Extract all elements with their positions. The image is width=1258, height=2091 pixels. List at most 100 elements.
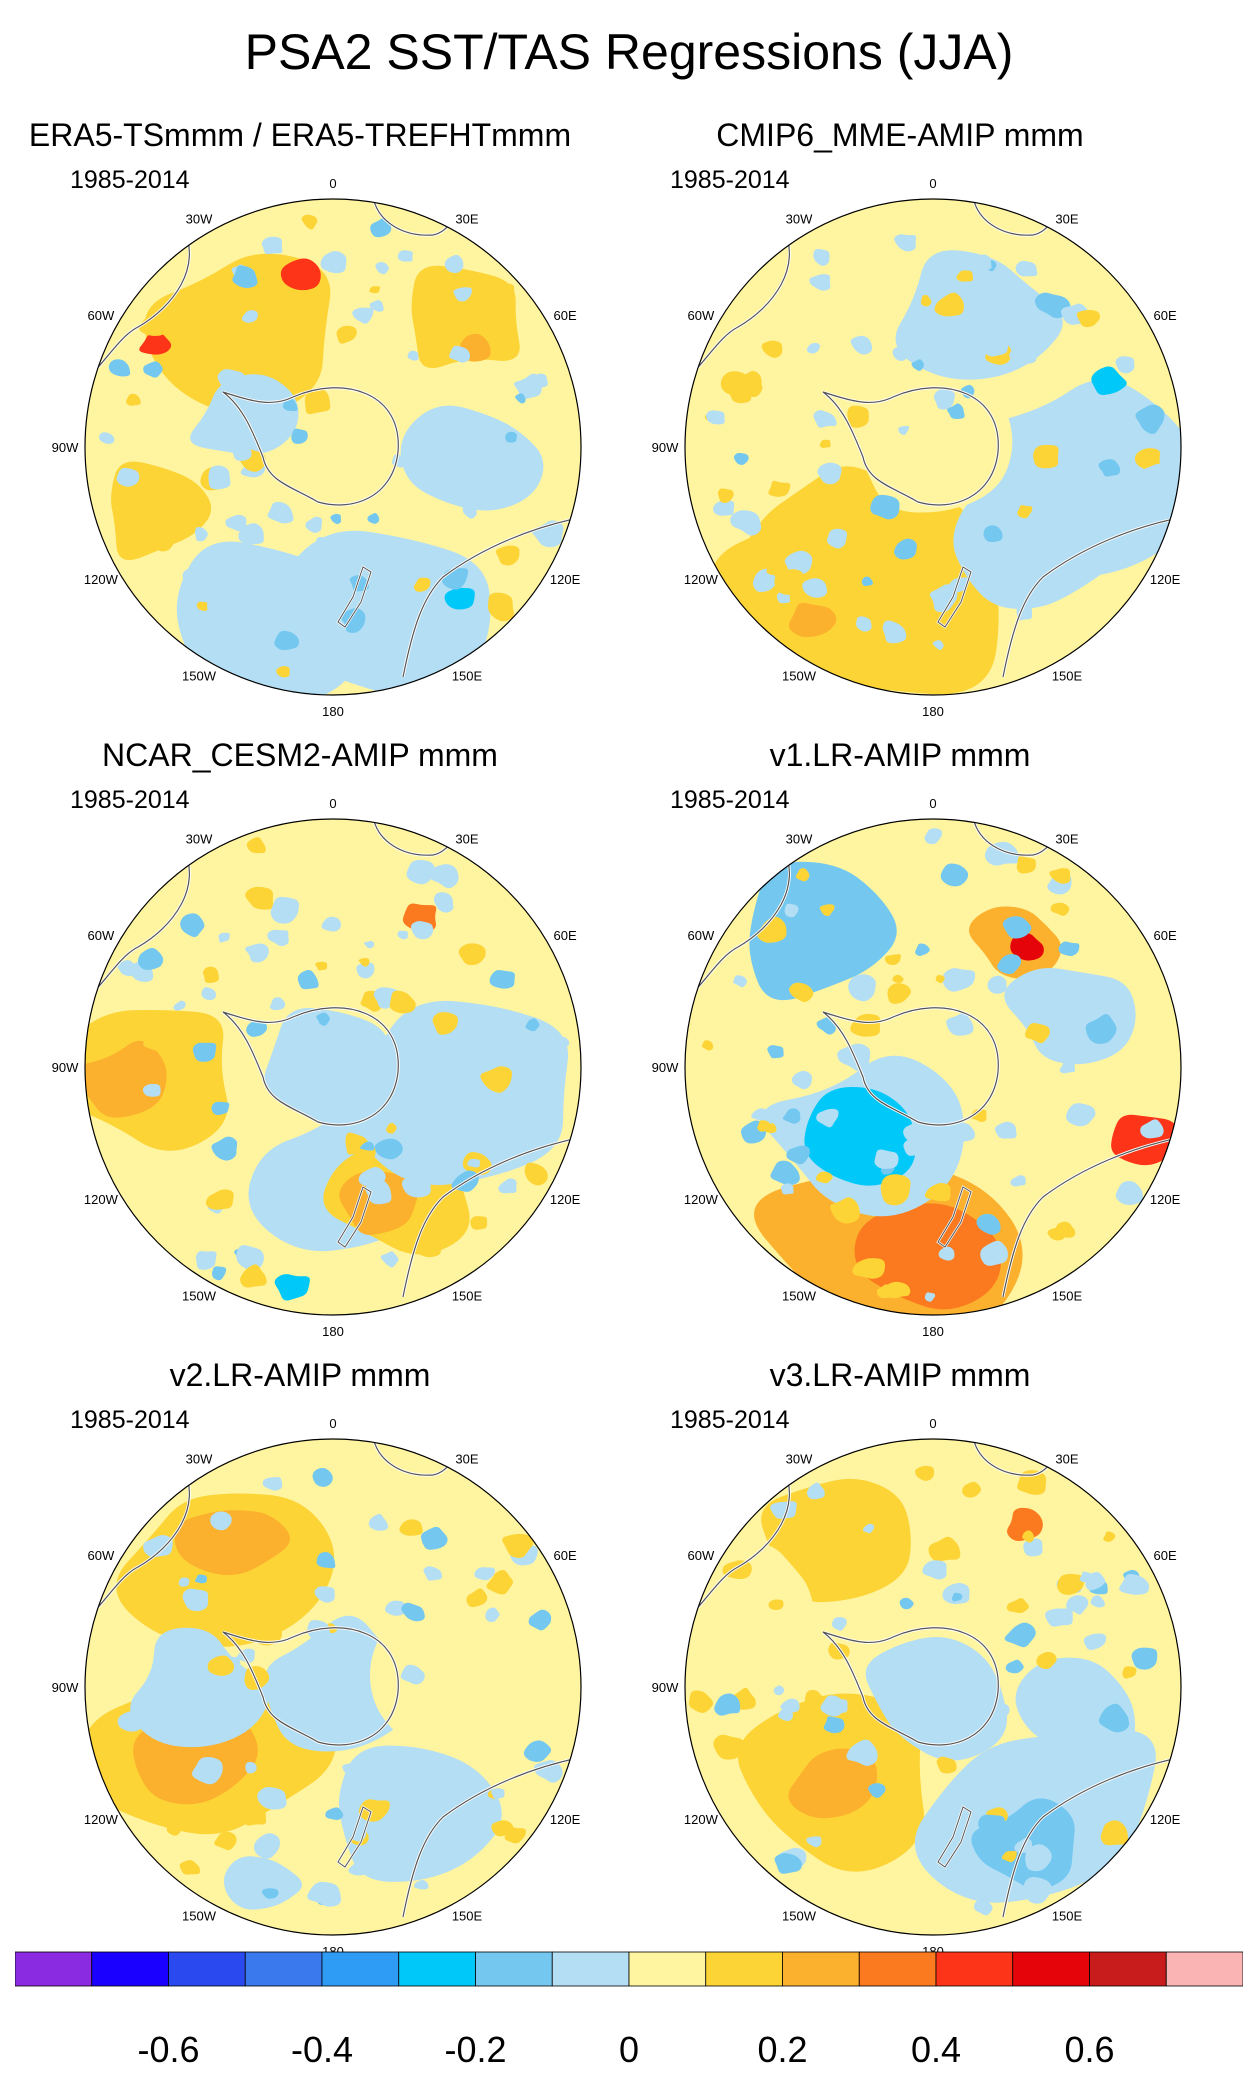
longitude-label: 30W <box>186 211 213 226</box>
anomaly-speckle <box>713 1734 745 1760</box>
anomaly-speckle <box>813 248 830 266</box>
longitude-label: 60E <box>1154 308 1177 323</box>
anomaly-speckle <box>179 1860 201 1875</box>
anomaly-speckle <box>861 576 873 587</box>
anomaly-speckle <box>850 1013 881 1037</box>
longitude-label: 60W <box>688 1548 715 1563</box>
anomaly-speckle <box>453 287 473 302</box>
longitude-label: 0 <box>929 1416 936 1431</box>
anomaly-speckle <box>928 1536 961 1562</box>
anomaly-speckle <box>208 465 231 490</box>
period-label: 1985-2014 <box>670 786 790 814</box>
colorbar-tick-label: -0.2 <box>444 2029 506 2070</box>
anomaly-speckle <box>241 310 258 323</box>
anomaly-speckle <box>274 630 300 651</box>
anomaly-speckle <box>297 1664 331 1691</box>
anomaly-speckle <box>406 859 435 885</box>
anomaly-speckle <box>214 1831 237 1851</box>
anomaly-speckle <box>369 286 380 294</box>
anomaly-speckle <box>430 466 454 484</box>
map-border <box>684 1438 1182 1936</box>
new-zealand-coastline-outline <box>937 1186 972 1248</box>
anomaly-speckle <box>480 1066 513 1093</box>
anomaly-speckle <box>1059 1060 1076 1074</box>
anomaly-contour <box>853 388 1013 513</box>
anomaly-speckle <box>258 1730 277 1746</box>
longitude-label: 120W <box>684 1192 719 1207</box>
anomaly-speckle <box>983 334 1009 357</box>
anomaly-speckle <box>823 1716 845 1734</box>
anomaly-speckle <box>826 528 848 549</box>
anomaly-speckle <box>806 1482 825 1500</box>
anomaly-speckle <box>1033 444 1059 469</box>
anomaly-speckle <box>980 1240 1008 1266</box>
anomaly-speckle <box>125 393 141 406</box>
anomaly-speckle <box>903 1122 931 1143</box>
longitude-label: 90E <box>589 440 590 455</box>
anomaly-speckle <box>330 513 342 525</box>
anomaly-speckle <box>262 1477 283 1491</box>
anomaly-speckle <box>1115 1181 1143 1205</box>
colorbar-swatch <box>475 1951 553 1987</box>
anomaly-speckle <box>1076 309 1101 328</box>
anomaly-speckle <box>413 1880 429 1890</box>
anomaly-speckle <box>774 1853 802 1874</box>
longitude-label: 120E <box>550 572 581 587</box>
anomaly-speckle <box>911 359 925 371</box>
anomaly-speckle <box>847 405 869 428</box>
anomaly-speckle <box>166 1823 181 1836</box>
anomaly-speckle <box>502 1533 534 1559</box>
anomaly-speckle <box>277 1748 293 1760</box>
anomaly-speckle <box>757 1120 772 1132</box>
anomaly-speckle <box>401 1602 425 1622</box>
anomaly-speckle <box>399 1519 423 1536</box>
anomaly-speckle <box>819 439 831 448</box>
polar-map: 0 30E 60E 90E 120E 150E 180 150W 120W 90W 60W 30W <box>652 176 1190 719</box>
anomaly-speckle <box>267 929 289 947</box>
longitude-label: 120E <box>1150 1812 1181 1827</box>
colorbar-swatch <box>782 1951 860 1987</box>
colorbar-swatch <box>551 1951 630 1987</box>
anomaly-speckle <box>922 1560 947 1580</box>
anomaly-speckle <box>983 525 1003 543</box>
anomaly-speckle <box>973 1899 993 1916</box>
anomaly-contour <box>761 1478 911 1603</box>
anomaly-speckle <box>458 943 486 966</box>
anomaly-speckle <box>947 403 965 420</box>
anomaly-speckle <box>784 903 799 918</box>
anomaly-speckle <box>915 943 930 956</box>
anomaly-speckle <box>358 1799 390 1822</box>
polar-map: 0 30E 60E 90E 120E 150E 180 150W 120W 90W 60W 30W <box>652 796 1190 1339</box>
longitude-label: 150W <box>182 669 217 684</box>
anomaly-speckle <box>116 467 140 487</box>
anomaly-contour <box>953 489 1111 609</box>
anomaly-speckle <box>297 970 319 990</box>
anomaly-contour <box>444 587 475 610</box>
anomaly-speckle <box>933 389 956 410</box>
longitude-label: 90E <box>1189 1680 1190 1695</box>
anomaly-speckle <box>935 974 945 983</box>
anomaly-speckle <box>737 370 762 391</box>
longitude-label: 30W <box>186 831 213 846</box>
anomaly-speckle <box>431 413 456 435</box>
anomaly-speckle <box>369 300 384 312</box>
anomaly-speckle <box>173 1000 186 1011</box>
anomaly-speckle <box>733 975 747 988</box>
anomaly-speckle <box>988 300 1019 326</box>
anomaly-speckle <box>1135 404 1165 435</box>
anomaly-speckle <box>1131 1647 1158 1670</box>
anomaly-speckle <box>385 1600 406 1616</box>
anomaly-speckle <box>195 1675 217 1695</box>
longitude-label: 90W <box>52 1060 79 1075</box>
new-zealand-coastline-outline <box>937 566 972 628</box>
longitude-label: 150W <box>782 1289 817 1304</box>
colorbar-swatch <box>168 1951 246 1987</box>
anomaly-speckle <box>848 974 876 1002</box>
colorbar-tick-label: 0 <box>619 2029 639 2070</box>
anomaly-speckle <box>437 1106 454 1121</box>
anomaly-speckle <box>936 1756 957 1774</box>
longitude-label: 30E <box>455 211 478 226</box>
anomaly-speckle <box>413 577 431 592</box>
anomaly-speckle <box>789 982 814 1003</box>
anomaly-speckle <box>761 340 783 358</box>
